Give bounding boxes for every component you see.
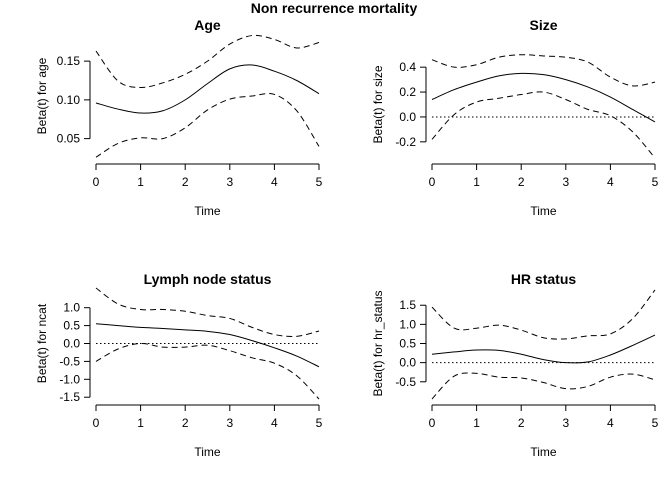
x-tick-label: 2: [518, 416, 525, 430]
chart-panel-1: Age 0 1 2 3 4 5 Time 0.05 0.10 0.15 Beta(t) for age: [35, 17, 323, 218]
x-tick-label: 2: [182, 175, 189, 189]
x-tick-label: 1: [473, 416, 480, 430]
x-tick-label: 1: [137, 175, 144, 189]
x-tick-label: 0: [93, 416, 100, 430]
x-tick-label: 4: [271, 416, 278, 430]
y-axis-label: Beta(t) for age: [35, 57, 49, 134]
x-tick-label: 3: [562, 175, 569, 189]
x-tick-label: 4: [607, 416, 614, 430]
lower-band-line: [431, 91, 656, 159]
upper-band-line: [431, 289, 656, 340]
y-tick-label: -0.5: [59, 354, 80, 368]
x-tick-label: 2: [182, 416, 189, 430]
x-tick-label: 3: [562, 416, 569, 430]
y-tick-label: 0.10: [57, 93, 81, 107]
lower-band-line: [431, 372, 656, 400]
chart-panel-2: Size 0 1 2 3 4 5 Time -0.2 0.0 0.2 0.4 Beta(t) for s…: [371, 17, 659, 218]
y-tick-label: 0.4: [399, 60, 416, 74]
y-tick-label: 0.5: [63, 319, 80, 333]
y-tick-label: 1.0: [399, 317, 416, 331]
upper-band-line: [431, 54, 656, 87]
upper-band-line: [95, 34, 320, 88]
y-axis-label: Beta(t) for ncat: [35, 303, 49, 383]
y-tick-label: -0.2: [395, 135, 416, 149]
x-tick-label: 0: [429, 416, 436, 430]
y-axis-label: Beta(t) for hr_status: [371, 290, 385, 396]
figure-title: Non recurrence mortality: [251, 0, 418, 16]
estimate-line: [95, 64, 320, 114]
panel-title: Size: [529, 17, 557, 33]
x-axis-label: Time: [530, 204, 557, 218]
y-axis-label: Beta(t) for size: [371, 65, 385, 143]
estimate-line: [431, 72, 656, 123]
x-tick-label: 2: [518, 175, 525, 189]
y-tick-label: -1.0: [59, 372, 80, 386]
chart-panel-4: HR status 0 1 2 3 4 5 Time -0.5 0.0 0.5 1.0 1.5 Beta(…: [371, 271, 659, 459]
y-tick-label: 1.0: [63, 301, 80, 315]
upper-band-line: [95, 287, 320, 338]
x-axis-label: Time: [530, 445, 557, 459]
y-tick-label: 0.5: [399, 337, 416, 351]
y-tick-label: 0.0: [63, 337, 80, 351]
y-tick-label: -1.5: [59, 390, 80, 404]
x-tick-label: 5: [316, 416, 323, 430]
y-tick-label: 1.5: [399, 298, 416, 312]
x-tick-label: 0: [93, 175, 100, 189]
chart-panel-3: Lymph node status 0 1 2 3 4 5 Time -1.5 -1.0 -0.5 0…: [35, 271, 323, 459]
x-tick-label: 3: [226, 416, 233, 430]
estimate-line: [95, 323, 320, 368]
x-tick-label: 1: [473, 175, 480, 189]
y-tick-label: 0.05: [57, 132, 81, 146]
x-tick-label: 4: [607, 175, 614, 189]
y-tick-label: -0.5: [395, 375, 416, 389]
x-tick-label: 5: [652, 175, 659, 189]
estimate-line: [431, 334, 656, 364]
x-axis-label: Time: [194, 204, 221, 218]
x-tick-label: 0: [429, 175, 436, 189]
x-axis-label: Time: [194, 445, 221, 459]
y-tick-label: 0.0: [399, 110, 416, 124]
panel-title: Age: [194, 17, 221, 33]
y-tick-label: 0.15: [57, 54, 81, 68]
panel-title: Lymph node status: [144, 271, 272, 287]
x-tick-label: 3: [226, 175, 233, 189]
lower-band-line: [95, 93, 320, 158]
x-tick-label: 5: [652, 416, 659, 430]
y-tick-label: 0.0: [399, 356, 416, 370]
y-tick-label: 0.2: [399, 85, 416, 99]
x-tick-label: 1: [137, 416, 144, 430]
x-tick-label: 5: [316, 175, 323, 189]
lower-band-line: [95, 342, 320, 400]
panel-title: HR status: [511, 271, 577, 287]
x-tick-label: 4: [271, 175, 278, 189]
